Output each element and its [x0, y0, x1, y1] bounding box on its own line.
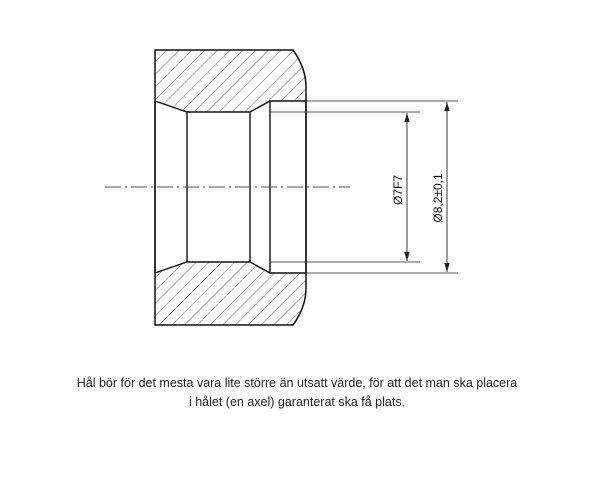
lower-hatched-section: [155, 262, 306, 325]
dimension-text-inner: Ø7F7: [391, 175, 405, 205]
technical-drawing: Ø7F7 Ø8,2±0,1: [105, 49, 458, 326]
upper-hatched-section: [155, 50, 306, 112]
caption-line-2: i hålet (en axel) garanterat ska få plat…: [188, 395, 406, 409]
dimension-text-outer: Ø8,2±0,1: [431, 173, 445, 223]
part-outline: [154, 49, 307, 326]
caption: Hål bör för det mesta vara lite större ä…: [0, 374, 594, 412]
extension-lines: [270, 100, 458, 274]
caption-line-1: Hål bör för det mesta vara lite större ä…: [76, 376, 518, 390]
